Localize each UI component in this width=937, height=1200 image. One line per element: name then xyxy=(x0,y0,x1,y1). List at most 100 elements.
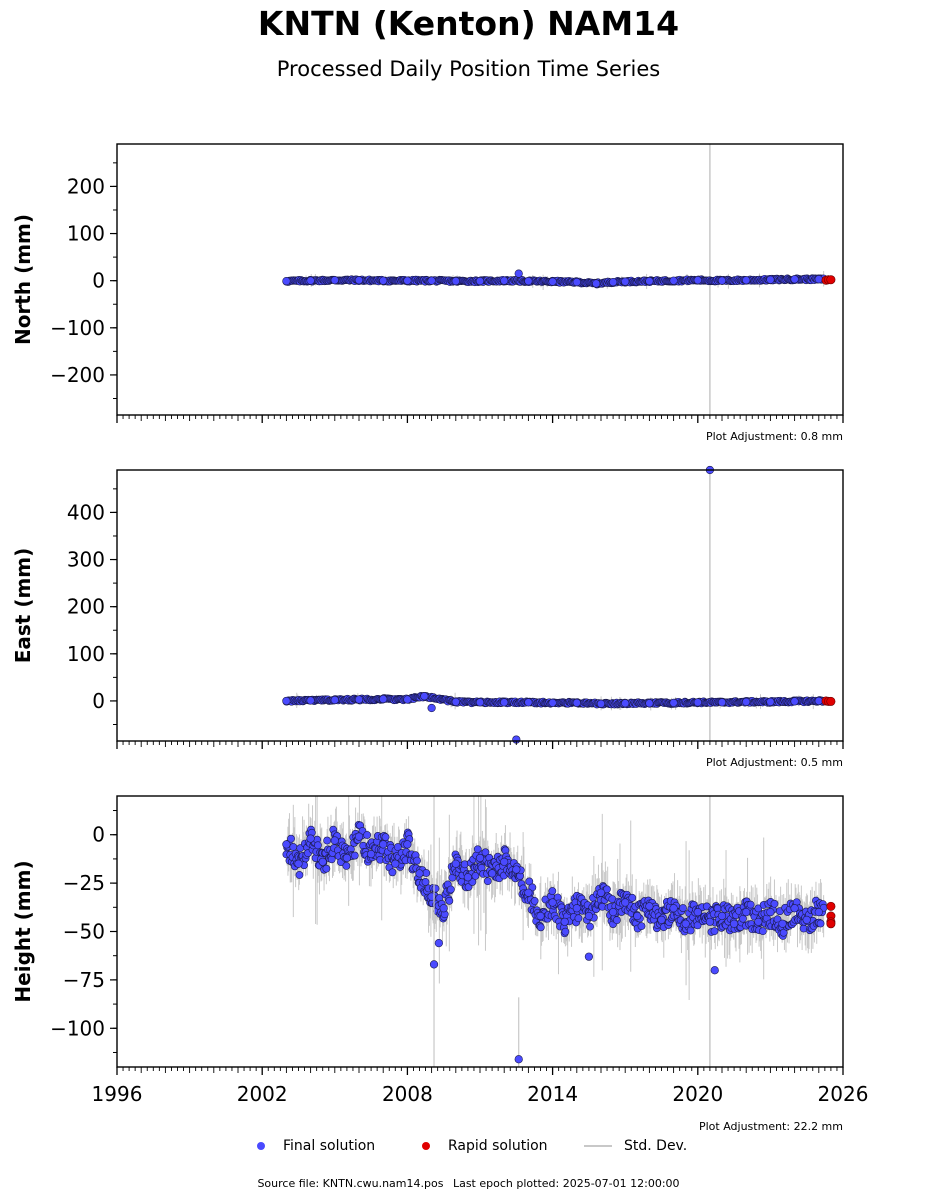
final-solution-point xyxy=(778,919,787,928)
final-solution-point xyxy=(431,884,440,893)
final-solution-point xyxy=(621,898,630,907)
final-solution-point xyxy=(759,927,767,936)
final-solution-point xyxy=(524,277,533,286)
final-solution-point xyxy=(427,276,436,285)
final-solution-point xyxy=(415,869,424,878)
final-solution-point xyxy=(420,692,429,701)
final-solution-point xyxy=(330,276,339,285)
final-solution-point xyxy=(693,698,702,707)
final-solution-point xyxy=(463,873,473,882)
final-solution-point xyxy=(473,845,482,854)
final-solution-point xyxy=(530,897,539,905)
x-tick-label: 2008 xyxy=(382,1082,433,1106)
final-solution-point xyxy=(621,277,630,286)
final-solution-point xyxy=(717,698,727,707)
final-solution-point xyxy=(427,703,436,713)
y-tick-label: −100 xyxy=(50,316,105,340)
final-solution-point xyxy=(536,923,545,932)
y-axis-label: North (mm) xyxy=(11,214,35,345)
rapid-solution-point xyxy=(826,275,836,285)
final-solution-point xyxy=(391,859,400,868)
final-solution-point xyxy=(814,275,823,284)
final-solution-point xyxy=(287,834,295,843)
final-solution-point xyxy=(766,697,775,706)
y-tick-label: 0 xyxy=(92,689,105,713)
final-solution-point xyxy=(500,698,509,707)
final-solution-point xyxy=(367,849,376,859)
final-solution-point xyxy=(686,926,695,935)
final-solution-point xyxy=(322,864,331,873)
rapid-solution-point xyxy=(826,696,836,706)
final-solution-point xyxy=(379,694,388,704)
final-solution-point xyxy=(330,695,339,705)
legend-rapid-label: Rapid solution xyxy=(448,1138,548,1154)
final-solution-point xyxy=(645,902,654,911)
last-epoch-text: Last epoch plotted: 2025-07-01 12:00:00 xyxy=(452,1177,680,1190)
y-tick-label: −25 xyxy=(63,871,105,895)
y-tick-label: 200 xyxy=(67,595,105,619)
y-tick-label: 100 xyxy=(67,642,105,666)
final-solution-point xyxy=(294,859,303,868)
final-solution-point xyxy=(403,276,412,285)
final-solution-point xyxy=(574,914,583,923)
source-file-text: Source file: KNTN.cwu.nam14.pos xyxy=(257,1177,444,1190)
final-solution-point xyxy=(500,857,509,866)
final-solution-point xyxy=(621,699,630,708)
final-solution-point xyxy=(657,915,666,924)
final-solution-point xyxy=(354,276,364,285)
final-solution-point xyxy=(679,904,687,912)
final-solution-point xyxy=(536,911,545,921)
legend-final-label: Final solution xyxy=(283,1138,376,1154)
final-solution-point xyxy=(379,276,388,285)
final-solution-point xyxy=(608,908,618,917)
y-tick-label: 0 xyxy=(92,269,105,293)
final-solution-point xyxy=(354,832,364,841)
legend-item-rapid: Rapid solution xyxy=(422,1138,548,1154)
final-solution-point xyxy=(429,960,439,969)
x-tick-label: 2014 xyxy=(527,1082,578,1106)
final-solution-point xyxy=(282,277,291,286)
final-solution-point xyxy=(512,865,521,874)
final-solution-point xyxy=(612,916,621,925)
final-solution-point xyxy=(379,840,388,849)
plot-adjustment-label: Plot Adjustment: 0.5 mm xyxy=(706,756,843,769)
final-solution-point xyxy=(306,696,315,705)
final-solution-point xyxy=(742,908,751,917)
final-solution-point xyxy=(422,869,431,877)
final-solution-point xyxy=(766,908,775,917)
final-solution-point xyxy=(645,277,654,286)
final-solution-point xyxy=(710,927,719,936)
final-solution-point xyxy=(693,276,702,285)
final-solution-point xyxy=(481,848,490,857)
final-solution-point xyxy=(561,927,570,936)
final-solution-point xyxy=(548,698,557,707)
final-solution-point xyxy=(471,872,480,880)
final-solution-point xyxy=(524,698,533,707)
final-solution-point xyxy=(548,887,557,895)
final-solution-point xyxy=(451,697,460,706)
final-solution-point xyxy=(403,695,412,704)
final-solution-point xyxy=(770,899,779,908)
final-solution-point xyxy=(306,276,315,285)
final-solution-point xyxy=(669,904,678,913)
final-solution-point xyxy=(393,843,402,851)
y-tick-label: −100 xyxy=(50,1016,105,1040)
final-solution-point xyxy=(710,966,719,975)
final-solution-point xyxy=(584,911,594,921)
final-solution-point xyxy=(330,836,339,845)
final-solution-point xyxy=(488,869,497,878)
final-solution-point xyxy=(306,834,315,843)
final-solution-point xyxy=(572,904,581,913)
x-tick-label: 2002 xyxy=(237,1082,288,1106)
y-tick-label: 0 xyxy=(92,823,105,847)
final-solution-point xyxy=(413,856,421,865)
final-solution-point xyxy=(717,276,727,285)
plot-adjustment-label: Plot Adjustment: 22.2 mm xyxy=(699,1120,843,1133)
final-solution-point xyxy=(421,878,430,886)
final-solution-cloud-3 xyxy=(282,796,828,1000)
final-solution-point xyxy=(742,276,751,285)
final-solution-point xyxy=(388,868,397,877)
final-solution-point xyxy=(318,857,327,866)
final-solution-point xyxy=(500,276,509,285)
final-solution-point xyxy=(548,898,557,907)
